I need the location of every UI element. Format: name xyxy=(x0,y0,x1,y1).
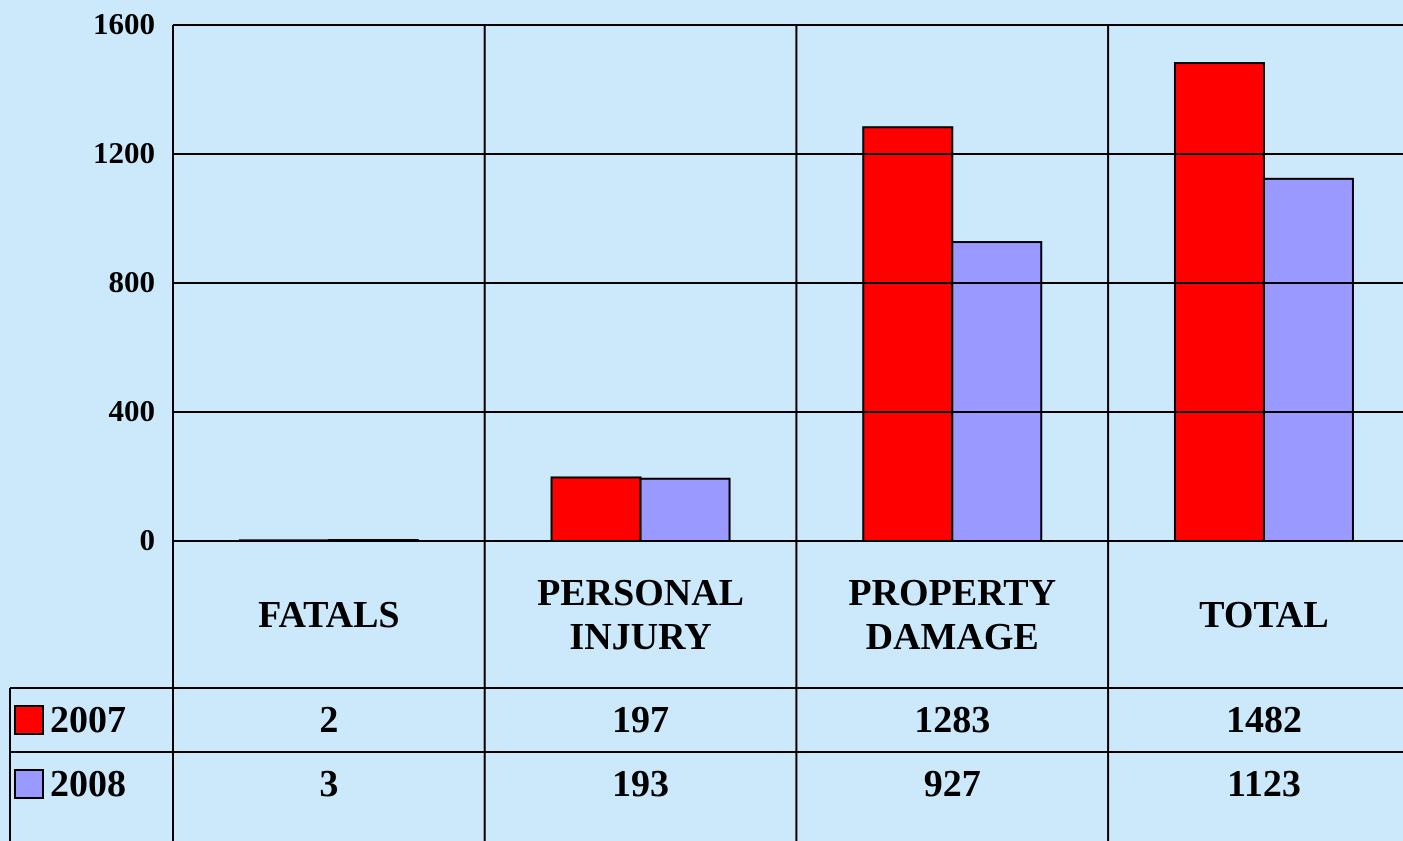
legend-swatch xyxy=(14,769,44,799)
x-tick-label: TOTAL xyxy=(1199,593,1329,636)
legend-swatch xyxy=(14,705,44,735)
table-value: 1123 xyxy=(1226,763,1301,805)
table-value: 197 xyxy=(612,699,670,741)
legend-entry: 2007 xyxy=(14,688,169,752)
x-tick-label: PROPERTY DAMAGE xyxy=(848,571,1057,658)
y-tick-label: 1600 xyxy=(93,6,155,41)
y-tick-label: 0 xyxy=(139,522,156,557)
legend-label: 2008 xyxy=(50,763,126,805)
bar xyxy=(639,477,731,543)
y-tick-label: 400 xyxy=(108,393,156,428)
table-value: 193 xyxy=(612,763,670,805)
bar xyxy=(1262,177,1354,543)
y-tick-label: 1200 xyxy=(93,135,155,170)
table-value: 927 xyxy=(923,763,981,805)
bar xyxy=(951,241,1043,542)
table-value: 2 xyxy=(319,699,339,741)
table-value: 1482 xyxy=(1225,699,1302,741)
bar xyxy=(862,126,954,542)
table-value: 1283 xyxy=(914,699,991,741)
bar xyxy=(550,476,642,542)
table-value: 3 xyxy=(319,763,339,805)
x-tick-label: FATALS xyxy=(258,593,400,636)
y-tick-label: 800 xyxy=(108,264,156,299)
x-tick-label: PERSONAL INJURY xyxy=(537,571,744,658)
legend-entry: 2008 xyxy=(14,752,169,816)
legend-label: 2007 xyxy=(50,699,126,741)
bar xyxy=(1173,62,1265,543)
